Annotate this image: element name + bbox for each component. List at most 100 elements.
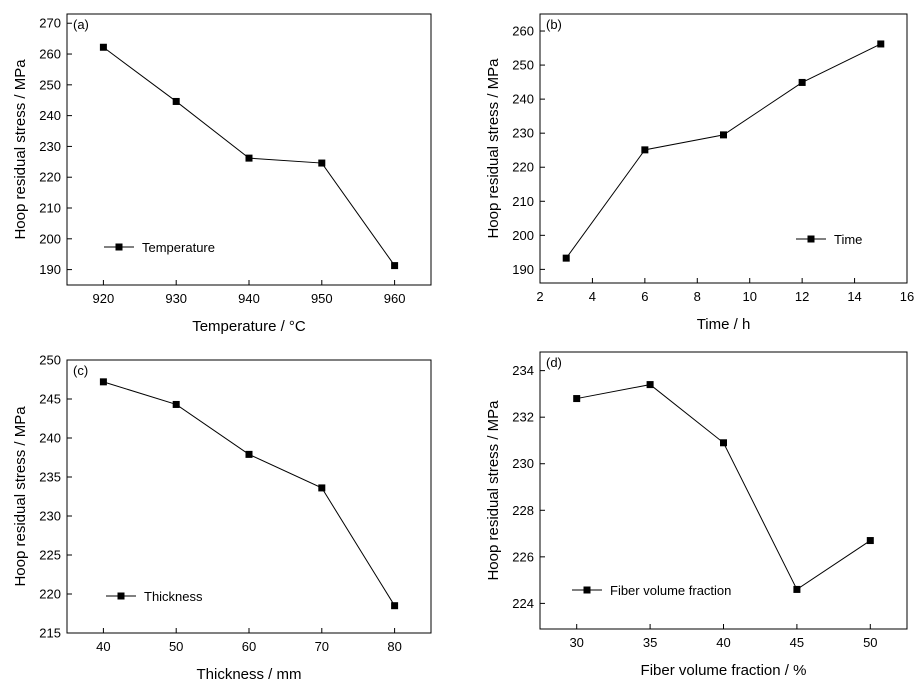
- x-tick-label: 6: [641, 289, 648, 304]
- series-line: [576, 384, 871, 591]
- y-tick-label: 224: [512, 596, 534, 611]
- y-tick-label: 210: [512, 194, 534, 209]
- legend: Thickness: [106, 589, 203, 604]
- x-tick-label: 960: [384, 291, 406, 306]
- y-axis-title: Hoop residual stress / MPa: [485, 400, 502, 581]
- legend: Time: [796, 232, 862, 247]
- data-point: [720, 439, 727, 447]
- x-tick-label: 30: [569, 635, 583, 650]
- data-point: [866, 537, 874, 545]
- y-axis-title: Hoop residual stress / MPa: [12, 406, 29, 587]
- y-axis-title: Hoop residual stress / MPa: [485, 58, 502, 239]
- data-point: [99, 378, 107, 386]
- x-tick-label: 10: [742, 289, 756, 304]
- data-point: [720, 131, 727, 139]
- data-point: [793, 585, 801, 593]
- legend-label: Fiber volume fraction: [610, 583, 731, 598]
- data-point: [99, 43, 107, 51]
- y-tick-label: 230: [39, 509, 61, 524]
- series-line: [103, 381, 396, 606]
- data-point: [646, 381, 654, 389]
- data-point: [562, 254, 570, 262]
- x-axis-title: Fiber volume fraction / %: [641, 662, 807, 679]
- panel-label: (a): [73, 17, 89, 32]
- y-tick-label: 260: [512, 24, 534, 39]
- x-tick-label: 940: [238, 291, 260, 306]
- x-tick-label: 40: [96, 639, 110, 654]
- x-tick-label: 950: [311, 291, 333, 306]
- x-axis-title: Time / h: [697, 316, 751, 333]
- x-tick-label: 14: [847, 289, 861, 304]
- legend: Temperature: [104, 240, 215, 255]
- data-point: [391, 262, 399, 270]
- data-point: [245, 154, 253, 162]
- y-tick-label: 190: [39, 262, 61, 277]
- y-axis-title: Hoop residual stress / MPa: [12, 59, 29, 240]
- plot-frame: [66, 359, 432, 634]
- y-tick-label: 230: [39, 139, 61, 154]
- y-tick-label: 230: [512, 126, 534, 141]
- y-tick-label: 228: [512, 503, 534, 518]
- y-tick-label: 235: [39, 470, 61, 485]
- legend-marker: [583, 586, 591, 594]
- y-tick-label: 232: [512, 410, 534, 425]
- legend: Fiber volume fraction: [572, 583, 731, 598]
- y-tick-label: 190: [512, 262, 534, 277]
- plot-frame: [539, 13, 908, 284]
- y-tick-label: 220: [39, 170, 61, 185]
- x-tick-label: 70: [315, 639, 329, 654]
- data-point: [245, 450, 253, 458]
- data-point: [318, 484, 326, 492]
- x-tick-label: 8: [694, 289, 701, 304]
- y-tick-label: 215: [39, 626, 61, 641]
- x-tick-label: 80: [387, 639, 401, 654]
- data-point: [172, 400, 180, 408]
- chart-panel-4: 30 35 40 45 50 224 226 228 230 232 234 Fiber volume…: [485, 351, 908, 679]
- y-tick-label: 250: [39, 77, 61, 92]
- y-tick-label: 240: [512, 92, 534, 107]
- x-tick-label: 2: [536, 289, 543, 304]
- x-tick-label: 60: [242, 639, 256, 654]
- x-axis-title: Thickness / mm: [196, 666, 301, 683]
- y-tick-label: 270: [39, 16, 61, 31]
- y-tick-label: 200: [39, 231, 61, 246]
- y-tick-label: 225: [39, 548, 61, 563]
- panel-label: (b): [546, 17, 562, 32]
- y-tick-label: 230: [512, 456, 534, 471]
- data-point: [573, 395, 581, 403]
- x-tick-label: 930: [165, 291, 187, 306]
- y-tick-label: 220: [512, 160, 534, 175]
- y-tick-label: 240: [39, 108, 61, 123]
- legend-marker: [807, 235, 815, 243]
- y-tick-label: 250: [512, 58, 534, 73]
- y-tick-label: 240: [39, 431, 61, 446]
- y-tick-label: 210: [39, 201, 61, 216]
- legend-label: Thickness: [144, 589, 203, 604]
- chart-panel-2: 2 4 6 8 10 12 14 16 190 200 210 220 230 240 250 260 Time…: [485, 13, 914, 333]
- panel-label: (c): [73, 363, 88, 378]
- y-tick-label: 226: [512, 549, 534, 564]
- legend-label: Temperature: [142, 240, 215, 255]
- panel-label: (d): [546, 355, 562, 370]
- x-tick-label: 4: [589, 289, 596, 304]
- data-point: [641, 146, 649, 154]
- x-tick-label: 50: [169, 639, 183, 654]
- data-point: [318, 159, 326, 167]
- y-tick-label: 234: [512, 363, 534, 378]
- legend-marker: [117, 592, 125, 600]
- x-tick-label: 40: [716, 635, 730, 650]
- y-tick-label: 250: [39, 353, 61, 368]
- x-tick-label: 16: [900, 289, 914, 304]
- y-tick-label: 220: [39, 587, 61, 602]
- x-tick-label: 35: [643, 635, 657, 650]
- legend-marker: [115, 243, 123, 251]
- x-tick-label: 45: [790, 635, 804, 650]
- data-point: [877, 40, 885, 48]
- data-point: [798, 78, 806, 86]
- data-point: [391, 602, 399, 610]
- y-tick-label: 260: [39, 47, 61, 62]
- x-tick-label: 12: [795, 289, 809, 304]
- y-tick-label: 200: [512, 228, 534, 243]
- chart-panel-1: 920 930 940 950 960 190 200 210 220 230 240 250 260 2…: [12, 13, 432, 335]
